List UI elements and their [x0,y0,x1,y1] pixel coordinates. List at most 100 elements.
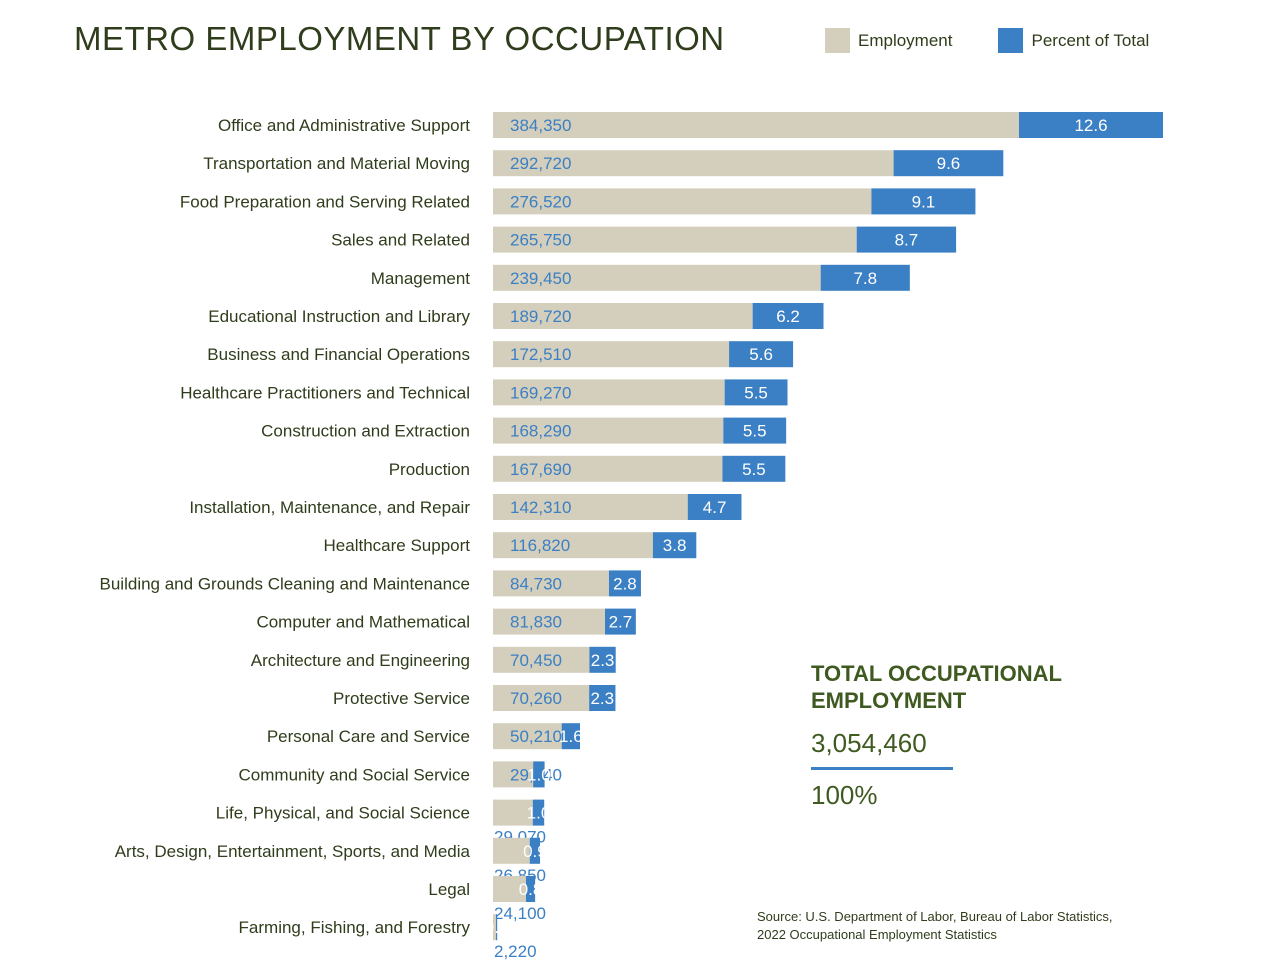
percent-bar [533,761,545,788]
employment-value-label: 81,830 [510,613,562,632]
percent-bar [856,226,957,253]
employment-bar [493,685,590,711]
percent-bar [604,608,636,635]
legend-label-employment: Employment [858,30,953,50]
category-label: Construction and Extraction [261,422,470,441]
percent-value-label: 9.6 [937,154,961,173]
percent-value-label: 1.0 [527,765,551,784]
employment-bar [493,264,821,291]
employment-bar [493,608,605,635]
legend-swatch-percent [998,28,1024,53]
percent-value-label: 0.1 [485,918,509,937]
legend-swatch-employment [825,28,850,53]
category-label: Office and Administrative Support [218,116,470,135]
category-label: Community and Social Service [239,765,470,784]
total-heading-line1: TOTAL OCCUPATIONAL [811,661,1062,686]
total-divider [811,767,953,770]
category-label: Production [389,460,470,479]
employment-bar [493,303,753,329]
employment-value-label: 292,720 [510,154,571,173]
category-label: Personal Care and Service [267,727,470,746]
total-heading: TOTAL OCCUPATIONAL EMPLOYMENT [811,660,1111,714]
percent-bar [532,799,545,826]
percent-bar [525,876,536,902]
percent-value-label: 5.5 [742,460,766,479]
employment-bar [493,570,609,597]
percent-bar [496,914,498,941]
legend-label-percent: Percent of Total [1031,30,1150,50]
total-heading-line2: EMPLOYMENT [811,688,967,713]
employment-bar [493,150,894,177]
percent-bar [687,494,742,520]
category-label: Arts, Design, Entertainment, Sports, and… [115,842,471,861]
percent-bar [871,188,976,215]
employment-value-label: 70,260 [510,689,562,708]
employment-bar [493,761,534,788]
percent-bar [652,532,697,559]
percent-bar [723,417,787,444]
percent-value-label: 2.8 [613,574,637,593]
category-label: Architecture and Engineering [251,651,470,670]
employment-bar [493,723,562,750]
percent-value-label: 2.3 [591,651,615,670]
percent-bar [724,379,788,406]
employment-bar [493,112,1019,138]
category-label: Healthcare Support [324,536,471,555]
employment-value-label: 24,100 [494,904,546,923]
category-label: Computer and Mathematical [256,613,470,632]
employment-value-label: 50,210 [510,727,562,746]
employment-value-label: 276,520 [510,192,571,211]
source-note: Source: U.S. Department of Labor, Bureau… [757,908,1113,944]
employment-value-label: 172,510 [510,345,571,364]
employment-value-label: 142,310 [510,498,571,517]
chart-title: METRO EMPLOYMENT BY OCCUPATION [74,20,725,57]
category-label: Sales and Related [331,231,470,250]
employment-value-label: 116,820 [510,536,570,555]
percent-bar [893,150,1004,177]
employment-bar [493,226,857,253]
percent-value-label: 2.3 [590,689,614,708]
employment-bar [493,341,730,368]
percent-value-label: 6.2 [776,307,800,326]
employment-bar [493,379,725,406]
percent-value-label: 0.8 [519,880,543,899]
category-label: Management [371,269,471,288]
percent-bar [820,264,910,291]
legend: Employment Percent of Total [825,28,1149,53]
percent-value-label: 7.8 [853,269,877,288]
percent-value-label: 5.5 [744,383,768,402]
percent-bar [589,685,616,711]
percent-bar [529,837,541,864]
percent-value-label: 4.7 [703,498,727,517]
employment-bar [493,876,526,902]
percent-bar [752,303,824,329]
employment-value-label: 167,690 [510,460,571,479]
percent-value-label: 8.7 [895,231,919,250]
total-summary: TOTAL OCCUPATIONAL EMPLOYMENT 3,054,460 … [811,660,1111,811]
percent-value-label: 9.1 [912,192,936,211]
employment-bar [493,455,723,482]
category-label: Building and Grounds Cleaning and Mainte… [100,574,470,593]
employment-bar [493,188,872,215]
employment-bar [493,532,653,559]
percent-value-label: 0.9 [523,842,547,861]
employment-bar [493,837,530,864]
category-label: Educational Instruction and Library [208,307,470,326]
percent-value-label: 2.7 [609,613,633,632]
category-label: Healthcare Practitioners and Technical [180,383,470,402]
employment-value-label: 2,220 [494,942,537,961]
legend-item-percent: Percent of Total [998,28,1149,53]
employment-bar [493,799,533,826]
category-label: Business and Financial Operations [207,345,470,364]
percent-bar [608,570,641,597]
percent-bar [561,723,581,750]
source-line1: Source: U.S. Department of Labor, Bureau… [757,909,1113,924]
category-label: Farming, Fishing, and Forestry [239,918,471,937]
category-label: Transportation and Material Moving [203,154,470,173]
percent-value-label: 5.6 [749,345,773,364]
total-value: 3,054,460 [811,728,927,758]
employment-value-label: 239,450 [510,269,571,288]
percent-value-label: 5.5 [743,422,767,441]
percent-value-label: 1.0 [527,804,551,823]
